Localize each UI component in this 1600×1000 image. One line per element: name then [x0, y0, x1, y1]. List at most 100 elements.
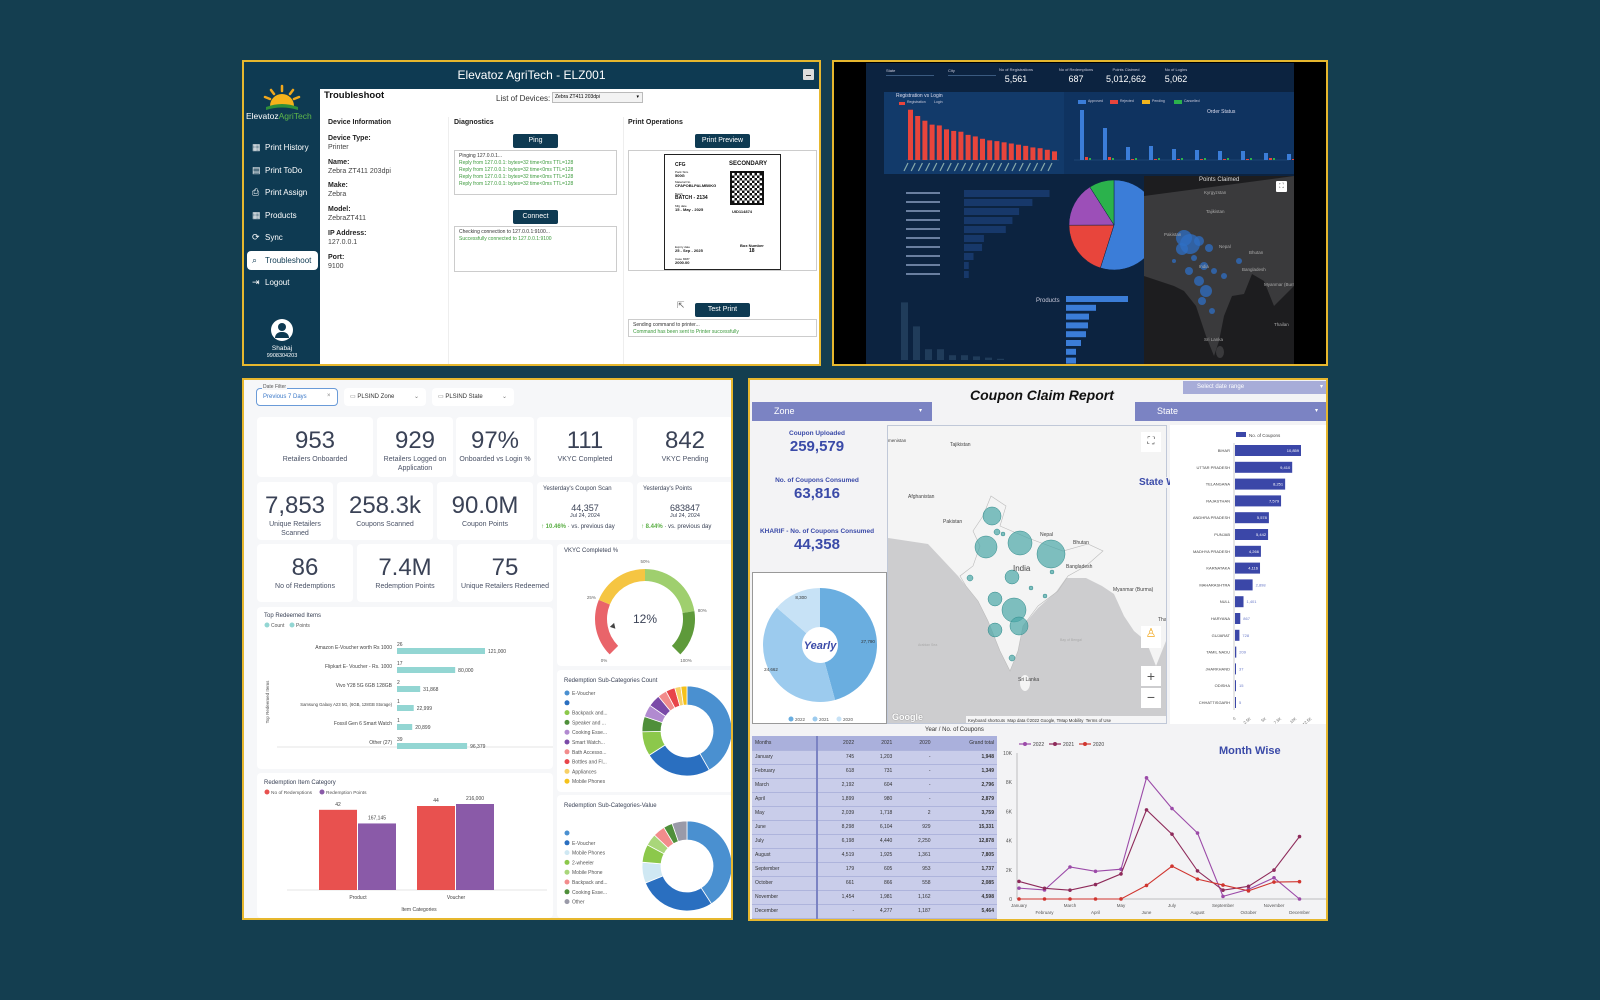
redemption-bar — [964, 217, 1013, 224]
gauge-tick-label: 80% — [698, 608, 707, 613]
points-claimed-map[interactable]: Kyrgyzstan Tajikistan Pakistan Nepal Bhutan I… — [1144, 176, 1294, 364]
date-range-picker[interactable]: Select date range ▾ — [1183, 381, 1326, 394]
column-header[interactable]: 2022 — [816, 736, 858, 751]
devices-select[interactable]: Zebra ZT411 203dpi ▾ — [552, 92, 643, 103]
connect-log: Checking connection to 127.0.0.1:9100...… — [454, 226, 617, 272]
table-cell: 1,981 — [857, 890, 896, 905]
table-cell: - — [895, 792, 934, 807]
data-point — [1017, 886, 1021, 890]
data-label: 1 — [397, 718, 400, 724]
ping-button[interactable]: Ping — [513, 134, 558, 148]
card-change: ↑ 8.44% · vs. previous day — [641, 524, 712, 530]
state-bar — [1235, 529, 1269, 540]
gauge-band — [595, 599, 619, 655]
product-hbar — [1066, 313, 1089, 320]
clear-icon[interactable]: × — [327, 393, 331, 399]
state-dropdown[interactable]: State ▾ — [1135, 402, 1326, 421]
fullscreen-button[interactable]: ⛶ — [1276, 181, 1287, 192]
minimize-button[interactable] — [803, 69, 814, 80]
x-tick-label: 0 — [1232, 715, 1238, 721]
x-tick-label: August — [1190, 910, 1205, 915]
zone-filter[interactable]: ▭ PLSIND Zone ⌄ — [344, 388, 426, 406]
legend-label: 2022 — [795, 717, 806, 722]
city-filter[interactable]: City — [948, 68, 996, 76]
yearly-donut: 27,790 24,662 8,300 Yearly 2022 2021 2020 — [763, 588, 877, 722]
data-label: 15 — [1239, 683, 1244, 688]
land-shape — [1020, 675, 1030, 691]
street-view-pegman-icon[interactable]: ♙ — [1141, 626, 1161, 648]
zone-dropdown[interactable]: Zone ▾ — [752, 402, 932, 421]
label-value: 15 - May - 2025 — [675, 207, 704, 212]
map-label: Bangladesh — [1066, 564, 1093, 570]
table-cell: 2,192 — [816, 778, 858, 793]
sidebar-item-print-assign[interactable]: ⎙ Print Assign — [247, 183, 318, 202]
land-shape — [1144, 176, 1294, 356]
category-label: Flipkart E- Voucher - Rs. 1000 — [325, 664, 392, 670]
date-filter[interactable]: Date Filter Previous 7 Days × — [256, 384, 338, 406]
column-header[interactable]: Months — [752, 736, 818, 751]
device-field-value: 9100 — [328, 262, 344, 270]
land-shape — [1216, 346, 1224, 358]
fullscreen-button[interactable]: ⛶ — [1141, 432, 1161, 452]
zoom-out-button[interactable]: − — [1141, 688, 1161, 708]
print-preview-button[interactable]: Print Preview — [695, 134, 750, 148]
table-cell: 4,440 — [857, 834, 896, 849]
legend-dot — [564, 859, 570, 865]
window-title-bar: Elevatoz AgriTech - ELZ001 — [244, 62, 819, 89]
connect-button[interactable]: Connect — [513, 210, 558, 224]
device-field-label: Make: — [328, 182, 348, 190]
terms-link[interactable]: Terms of Use — [1085, 718, 1112, 723]
data-point — [1144, 776, 1149, 780]
kpi-label: Unique Retailers Redeemed — [461, 583, 549, 590]
keyboard-shortcuts-link[interactable]: Keyboard shortcuts — [968, 718, 1006, 723]
log-line: Checking connection to 127.0.0.1:9100... — [459, 229, 550, 235]
map-label: Arabian Sea — [918, 643, 937, 647]
table-cell: 1,718 — [857, 806, 896, 821]
change-value: 10.46% — [545, 524, 567, 530]
map-bubble — [987, 622, 1003, 638]
table-cell: 1,948 — [933, 750, 997, 765]
column-header[interactable]: 2020 — [895, 736, 934, 751]
table-cell: 4,598 — [933, 890, 997, 905]
test-print-button[interactable]: Test Print — [695, 303, 750, 317]
zoom-in-button[interactable]: + — [1141, 666, 1161, 686]
table-cell: March — [752, 778, 818, 793]
sidebar-item-print-todo[interactable]: ▤ Print ToDo — [247, 161, 318, 180]
table-row: July 6,198 4,440 2,250 12,878 — [752, 834, 997, 849]
column-header[interactable]: Grand total — [933, 736, 997, 751]
kpi-value: 75 — [491, 554, 519, 581]
coupon-map[interactable]: menistan Tajikistan Afghanistan Pakistan Nep… — [887, 425, 1167, 724]
sidebar-item-products[interactable]: ▦ Products — [247, 206, 318, 225]
rejected-bar — [1269, 158, 1272, 160]
kpi-label: No of Redemptions — [275, 583, 335, 590]
vkyc-gauge-card: VKYC Completed % 12% 0% 25% 50% 80% 100% — [557, 544, 731, 666]
approved-bar — [1126, 147, 1130, 160]
registration-bar — [980, 138, 985, 160]
label-field: Case MRP — [675, 257, 690, 261]
rejected-bar — [1292, 159, 1294, 160]
state-bar — [1235, 613, 1241, 624]
points-bar — [397, 667, 456, 673]
points-bar — [456, 804, 494, 890]
legend-dot — [564, 778, 570, 784]
state-filter[interactable]: ▭ PLSIND State ⌄ — [432, 388, 514, 406]
sidebar-item-print-history[interactable]: ▦ Print History — [247, 138, 318, 157]
map-label: Myanmar (Burma) — [1264, 282, 1294, 287]
sidebar-item-logout[interactable]: ⇥ Logout — [247, 273, 318, 292]
state-filter[interactable]: State — [886, 68, 934, 76]
month-wise-line-chart: 0 2K 4K 6K 8K 10K January February March April May… — [1003, 742, 1326, 915]
column-header[interactable]: 2021 — [857, 736, 896, 751]
avatar[interactable] — [271, 319, 293, 341]
sidebar-item-sync[interactable]: ⟳ Sync — [247, 228, 318, 247]
state-bar — [1235, 680, 1236, 692]
table-cell: November — [752, 890, 818, 905]
state-bar — [1235, 596, 1244, 608]
kpi-label: KHARIF - No. of Coupons Consumed — [759, 528, 875, 535]
data-point — [1272, 868, 1276, 872]
card-value: 683847 — [669, 503, 701, 513]
state-bar — [1235, 562, 1261, 574]
registration-bar — [1016, 144, 1021, 160]
cancelled-bar — [1250, 158, 1252, 160]
sidebar-item-troubleshoot[interactable]: ⌕ Troubleshoot — [247, 250, 318, 270]
table-cell: 4,519 — [816, 848, 858, 863]
